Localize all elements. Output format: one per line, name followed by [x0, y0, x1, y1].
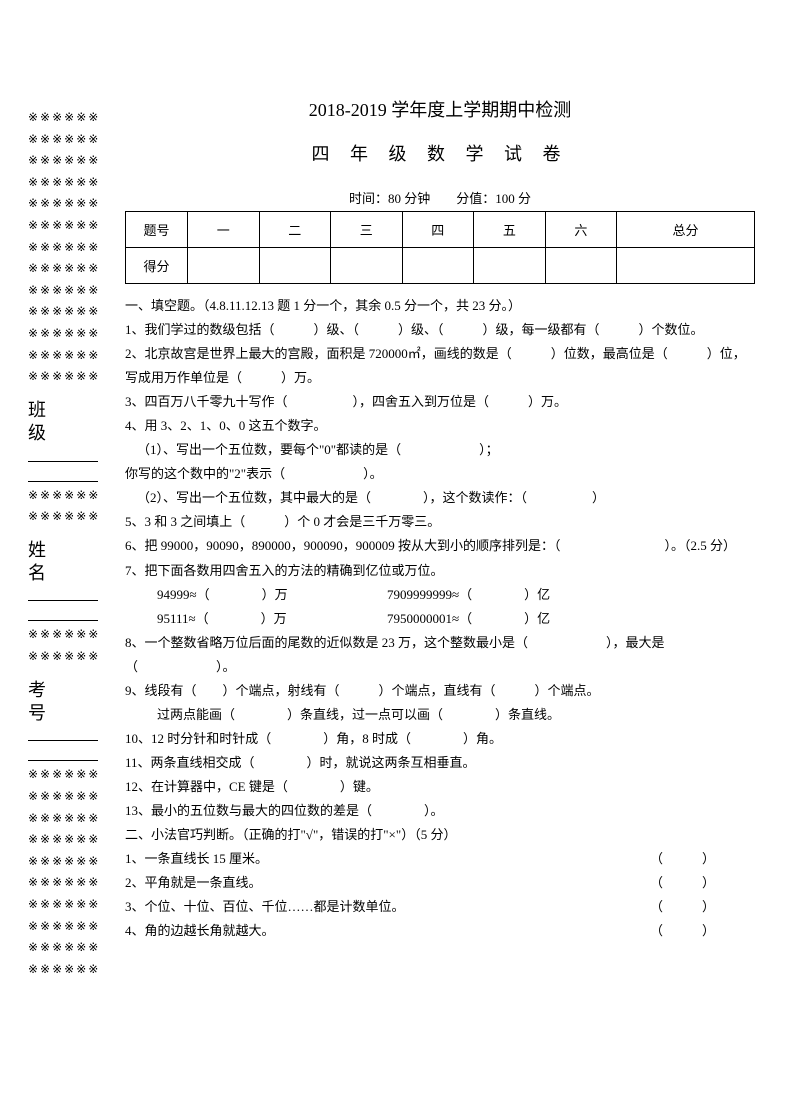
- question: 1、我们学过的数级包括（ ）级、（ ）级、（ ）级，每一级都有（ ）个数位。: [125, 318, 755, 342]
- cell: [331, 248, 403, 284]
- decor: ※※※※※※: [28, 153, 108, 169]
- decor: ※※※※※※: [28, 240, 108, 256]
- cell: [188, 248, 260, 284]
- decor: ※※※※※※: [28, 261, 108, 277]
- question: 2、北京故宫是世界上最大的宫殿，面积是 720000㎡，画线的数是（ ）位数，最…: [125, 342, 755, 390]
- cell: 二: [259, 212, 331, 248]
- class-line: [28, 448, 98, 462]
- question: 8、一个整数省略万位后面的尾数的近似数是 23 万，这个整数最小是（ ），最大是…: [125, 631, 755, 679]
- question: 过两点能画（ ）条直线，过一点可以画（ ）条直线。: [125, 703, 755, 727]
- class-line: [28, 468, 98, 482]
- decor: ※※※※※※: [28, 789, 108, 805]
- answer-bracket: （ ）: [650, 919, 715, 943]
- decor: ※※※※※※: [28, 811, 108, 827]
- decor: ※※※※※※: [28, 919, 108, 935]
- cell: 五: [474, 212, 546, 248]
- question: 3、四百万八千零九十写作（ ），四舍五入到万位是（ ）万。: [125, 390, 755, 414]
- decor: ※※※※※※: [28, 488, 108, 504]
- exam-subtitle: 四 年 级 数 学 试 卷: [125, 140, 755, 166]
- decor: ※※※※※※: [28, 962, 108, 978]
- question: （2）、写出一个五位数，其中最大的是（ ），这个数读作：（ ）: [125, 486, 755, 510]
- cell-label: 题号: [126, 212, 188, 248]
- exam-content: 2018-2019 学年度上学期期中检测 四 年 级 数 学 试 卷 时间：80…: [125, 96, 755, 943]
- exam-id-line: [28, 747, 98, 761]
- decor: ※※※※※※: [28, 875, 108, 891]
- decor: ※※※※※※: [28, 110, 108, 126]
- section-title: 一、填空题。（4.8.11.12.13 题 1 分一个，其余 0.5 分一个，共…: [125, 294, 755, 318]
- cell: [259, 248, 331, 284]
- question: 10、12 时分针和时针成（ ）角，8 时成（ ）角。: [125, 727, 755, 751]
- question: 7、把下面各数用四舍五入的方法的精确到亿位或万位。: [125, 559, 755, 583]
- cell: 三: [331, 212, 403, 248]
- time-score: 时间：80 分钟 分值：100 分: [125, 188, 755, 207]
- answer-bracket: （ ）: [650, 847, 715, 871]
- questions: 一、填空题。（4.8.11.12.13 题 1 分一个，其余 0.5 分一个，共…: [125, 294, 755, 943]
- question: 7909999999≈（ ）亿: [387, 583, 550, 607]
- question: 94999≈（ ）万: [157, 583, 387, 607]
- cell: 四: [402, 212, 474, 248]
- decor: ※※※※※※: [28, 649, 108, 665]
- exam-title: 2018-2019 学年度上学期期中检测: [125, 96, 755, 122]
- cell: [545, 248, 617, 284]
- decor: ※※※※※※: [28, 218, 108, 234]
- question: 12、在计算器中，CE 键是（ ）键。: [125, 775, 755, 799]
- question: 95111≈（ ）万: [157, 607, 387, 631]
- decor: ※※※※※※: [28, 897, 108, 913]
- question: 2、平角就是一条直线。: [125, 871, 262, 895]
- question: 9、线段有（ ）个端点，射线有（ ）个端点，直线有（ ）个端点。: [125, 679, 755, 703]
- question: 7950000001≈（ ）亿: [387, 607, 550, 631]
- cell-label: 得分: [126, 248, 188, 284]
- question: 6、把 99000，90090，890000，900090，900009 按从大…: [125, 534, 755, 558]
- decor: ※※※※※※: [28, 348, 108, 364]
- question: （1）、写出一个五位数，要每个"0"都读的是（ ）；: [125, 438, 755, 462]
- decor: ※※※※※※: [28, 854, 108, 870]
- question: 5、3 和 3 之间填上（ ）个 0 才会是三千万零三。: [125, 510, 755, 534]
- cell: [402, 248, 474, 284]
- decor: ※※※※※※: [28, 627, 108, 643]
- answer-bracket: （ ）: [650, 895, 715, 919]
- cell: [617, 248, 755, 284]
- question: 4、角的边越长角就越大。: [125, 919, 275, 943]
- question: 11、两条直线相交成（ ）时，就说这两条互相垂直。: [125, 751, 755, 775]
- answer-bracket: （ ）: [650, 871, 715, 895]
- cell: 六: [545, 212, 617, 248]
- decor: ※※※※※※: [28, 304, 108, 320]
- question: 你写的这个数中的"2"表示（ ）。: [125, 462, 755, 486]
- decor: ※※※※※※: [28, 767, 108, 783]
- decor: ※※※※※※: [28, 175, 108, 191]
- name-line: [28, 607, 98, 621]
- decor: ※※※※※※: [28, 326, 108, 342]
- question: 1、一条直线长 15 厘米。: [125, 847, 268, 871]
- decor: ※※※※※※: [28, 283, 108, 299]
- question: 3、个位、十位、百位、千位……都是计数单位。: [125, 895, 405, 919]
- score-table: 题号 一 二 三 四 五 六 总分 得分: [125, 211, 755, 284]
- decor: ※※※※※※: [28, 132, 108, 148]
- binding-margin: ※※※※※※ ※※※※※※ ※※※※※※ ※※※※※※ ※※※※※※ ※※※※※…: [28, 110, 108, 983]
- decor: ※※※※※※: [28, 196, 108, 212]
- cell: 总分: [617, 212, 755, 248]
- exam-id-line: [28, 727, 98, 741]
- cell: 一: [188, 212, 260, 248]
- decor: ※※※※※※: [28, 832, 108, 848]
- decor: ※※※※※※: [28, 940, 108, 956]
- question: 13、最小的五位数与最大的四位数的差是（ ）。: [125, 799, 755, 823]
- cell: [474, 248, 546, 284]
- name-label: 姓 名: [28, 539, 108, 586]
- name-line: [28, 587, 98, 601]
- decor: ※※※※※※: [28, 509, 108, 525]
- exam-id-label: 考 号: [28, 679, 108, 726]
- question: 4、用 3、2、1、0、0 这五个数字。: [125, 414, 755, 438]
- section-title: 二、小法官巧判断。（正确的打"√"，错误的打"×"）（5 分）: [125, 823, 755, 847]
- decor: ※※※※※※: [28, 369, 108, 385]
- class-label: 班 级: [28, 399, 108, 446]
